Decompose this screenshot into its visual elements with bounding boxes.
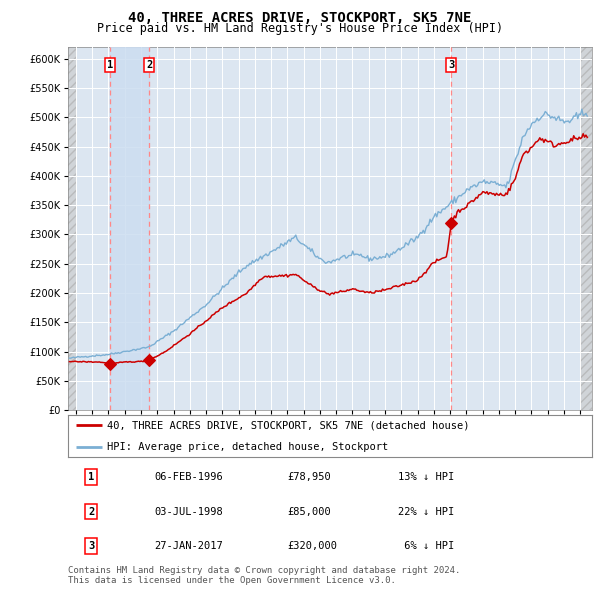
Text: 22% ↓ HPI: 22% ↓ HPI [398, 507, 454, 516]
Text: 03-JUL-1998: 03-JUL-1998 [154, 507, 223, 516]
Text: 06-FEB-1996: 06-FEB-1996 [154, 473, 223, 482]
Text: 1: 1 [88, 473, 94, 482]
Bar [68, 47, 76, 410]
Text: £85,000: £85,000 [288, 507, 332, 516]
Text: Price paid vs. HM Land Registry's House Price Index (HPI): Price paid vs. HM Land Registry's House … [97, 22, 503, 35]
Text: 40, THREE ACRES DRIVE, STOCKPORT, SK5 7NE (detached house): 40, THREE ACRES DRIVE, STOCKPORT, SK5 7N… [107, 421, 470, 430]
Text: 3: 3 [88, 541, 94, 550]
Text: 1: 1 [107, 60, 113, 70]
Text: 3: 3 [448, 60, 454, 70]
Bar [580, 47, 592, 410]
Point [145, 356, 154, 365]
Text: 13% ↓ HPI: 13% ↓ HPI [398, 473, 454, 482]
Text: 40, THREE ACRES DRIVE, STOCKPORT, SK5 7NE: 40, THREE ACRES DRIVE, STOCKPORT, SK5 7N… [128, 11, 472, 25]
Text: Contains HM Land Registry data © Crown copyright and database right 2024.
This d: Contains HM Land Registry data © Crown c… [68, 566, 460, 585]
Bar [110, 47, 149, 410]
Text: £320,000: £320,000 [288, 541, 338, 550]
Text: 2: 2 [88, 507, 94, 516]
Point [446, 218, 456, 228]
Text: £78,950: £78,950 [288, 473, 332, 482]
Text: HPI: Average price, detached house, Stockport: HPI: Average price, detached house, Stoc… [107, 442, 388, 451]
Text: 2: 2 [146, 60, 152, 70]
Point [105, 359, 115, 369]
Text: 6% ↓ HPI: 6% ↓ HPI [398, 541, 454, 550]
Text: 27-JAN-2017: 27-JAN-2017 [154, 541, 223, 550]
